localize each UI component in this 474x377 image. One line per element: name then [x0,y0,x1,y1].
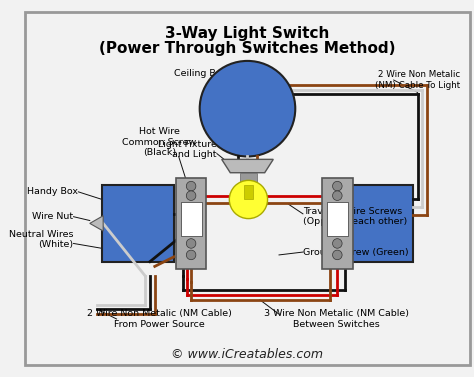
Bar [322,178,353,269]
Circle shape [333,250,342,260]
Bar [102,185,174,262]
Circle shape [229,180,267,219]
Bar [244,185,253,199]
Circle shape [186,239,196,248]
Text: 2 Wire Non Metalic (NM Cable)
From Power Source: 2 Wire Non Metalic (NM Cable) From Power… [87,309,232,329]
Text: Light Fixture
and Light: Light Fixture and Light [158,140,217,159]
Text: 3 Wire Non Metalic (NM Cable)
Between Switches: 3 Wire Non Metalic (NM Cable) Between Sw… [264,309,409,329]
Polygon shape [90,216,103,231]
Text: © www.iCreatables.com: © www.iCreatables.com [172,348,323,361]
Circle shape [333,191,342,201]
Bar [181,202,201,236]
Circle shape [186,250,196,260]
Circle shape [200,61,295,156]
Circle shape [186,181,196,191]
Circle shape [333,239,342,248]
Polygon shape [222,159,273,173]
Text: Wire Nut: Wire Nut [32,212,73,221]
Text: Traveler Wire Screws
(Opposite each other): Traveler Wire Screws (Opposite each othe… [303,207,407,227]
Text: 3-Way Light Switch: 3-Way Light Switch [165,26,330,41]
Text: Neutral Wires
(White): Neutral Wires (White) [9,230,73,249]
Text: Ground Screw (Green): Ground Screw (Green) [303,248,409,257]
Text: Hot Wire
Common Screw
(Black): Hot Wire Common Screw (Black) [122,127,197,157]
Text: Handy Box: Handy Box [27,187,78,196]
Text: Ceiling Box: Ceiling Box [173,69,227,78]
Circle shape [333,181,342,191]
Bar [341,185,413,262]
Bar [176,178,206,269]
Text: (Power Through Switches Method): (Power Through Switches Method) [99,41,396,56]
Bar [327,202,348,236]
Circle shape [186,191,196,201]
Text: 2 Wire Non Metalic
(NM) Cable To Light: 2 Wire Non Metalic (NM) Cable To Light [375,70,461,90]
Bar [240,173,257,186]
